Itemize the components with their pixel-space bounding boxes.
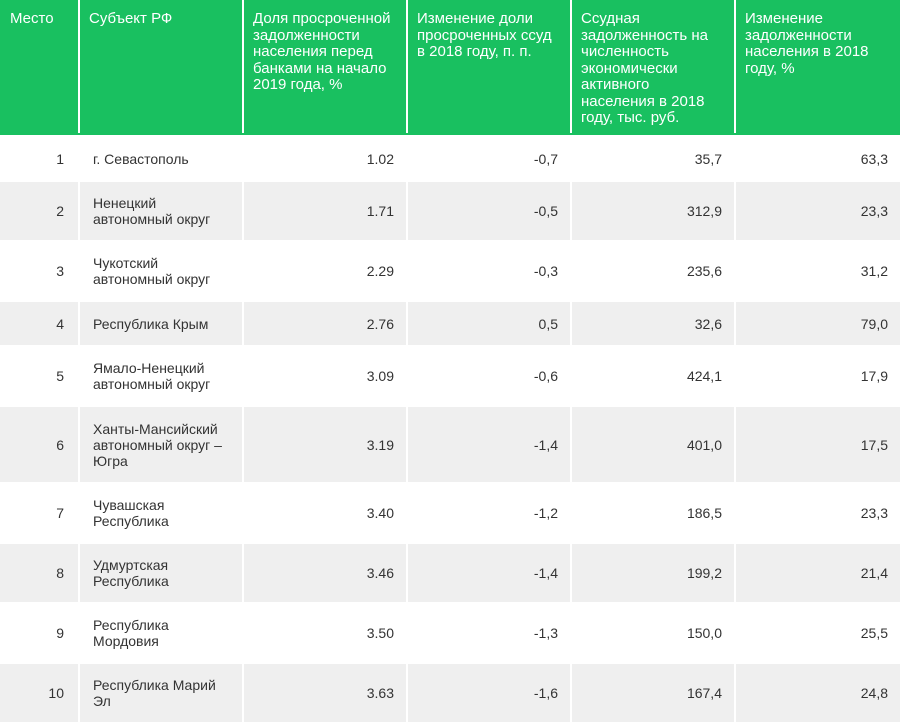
overdue-share-cell: 3.46	[244, 544, 408, 602]
rank-cell: 5	[0, 347, 80, 405]
rank-cell: 4	[0, 302, 80, 345]
table-row: 10 Республика Марий Эл 3.63 -1,6 167,4 24,8	[0, 664, 900, 724]
overdue-share-cell: 2.76	[244, 302, 408, 345]
loan-per-capita-cell: 35,7	[572, 137, 736, 180]
debt-change-cell: 17,5	[860, 436, 888, 453]
rank-cell: 3	[0, 242, 80, 300]
table-row: 2 Ненецкий автономный округ 1.71 -0,5 312,9 2…	[0, 182, 900, 242]
overdue-change-cell: -1,6	[408, 664, 572, 722]
loan-per-capita-cell: 312,9	[572, 182, 736, 240]
table-row: 3 Чукотский автономный округ 2.29 -0,3 235,6…	[0, 242, 900, 302]
overdue-share-cell: 1.71	[244, 182, 408, 240]
table-row: 8 Удмуртская Республика 3.46 -1,4 199,2 21,4	[0, 544, 900, 604]
loan-per-capita-cell: 186,5	[572, 484, 736, 542]
overdue-change-cell: -0,3	[408, 242, 572, 300]
table-row: 4 Республика Крым 2.76 0,5 32,6 79,0	[0, 302, 900, 347]
overdue-change-cell: -1,3	[408, 604, 572, 662]
debt-change-cell: 21,4	[860, 565, 888, 581]
region-cell: Чукотский автономный округ	[80, 242, 244, 300]
rank-cell: 6	[0, 407, 80, 482]
table-body: 1 г. Севастополь 1.02 -0,7 35,7 63,3 2 Ненецкий…	[0, 137, 900, 724]
debt-change-cell: 24,8	[860, 685, 888, 701]
table-row: 6 Ханты-Мансийский автономный округ – Югр…	[0, 407, 900, 484]
rank-cell: 10	[0, 664, 80, 722]
debt-change-cell: 31,2	[860, 263, 888, 279]
region-cell: Чувашская Республика	[80, 484, 244, 542]
overdue-share-cell: 2.29	[244, 242, 408, 300]
region-cell: Ямало-Ненецкий автономный округ	[80, 347, 244, 405]
rank-cell: 8	[0, 544, 80, 602]
debt-change-cell: 63,3	[860, 150, 888, 167]
rank-cell: 2	[0, 182, 80, 240]
region-cell: Удмуртская Республика	[80, 544, 244, 602]
header-debt-change: Изменение задолженности населения в 2018…	[745, 10, 869, 77]
region-cell: Республика Марий Эл	[80, 664, 244, 722]
table-row: 9 Республика Мордовия 3.50 -1,3 150,0 25,5	[0, 604, 900, 664]
region-cell: Ханты-Мансийский автономный округ – Югра	[80, 407, 244, 482]
region-cell: Ненецкий автономный округ	[80, 182, 244, 240]
loan-per-capita-cell: 150,0	[572, 604, 736, 662]
debt-change-cell: 17,9	[860, 368, 888, 384]
debt-change-cell: 25,5	[860, 625, 888, 641]
overdue-share-cell: 3.50	[244, 604, 408, 662]
debt-change-cell: 23,3	[860, 203, 888, 219]
overdue-change-cell: -0,5	[408, 182, 572, 240]
debt-change-cell: 23,3	[860, 505, 888, 521]
overdue-change-cell: -1,2	[408, 484, 572, 542]
table-header: Место Субъект РФ Доля просроченной задол…	[0, 0, 900, 137]
table-row: 7 Чувашская Республика 3.40 -1,2 186,5 23,3	[0, 484, 900, 544]
overdue-share-cell: 3.63	[244, 664, 408, 722]
overdue-share-cell: 3.19	[244, 407, 408, 482]
overdue-share-cell: 3.40	[244, 484, 408, 542]
region-cell: Республика Мордовия	[80, 604, 244, 662]
region-cell: Республика Крым	[80, 302, 244, 345]
overdue-share-cell: 1.02	[244, 137, 408, 180]
region-cell: г. Севастополь	[80, 137, 244, 180]
header-region: Субъект РФ	[80, 0, 244, 133]
loan-per-capita-cell: 424,1	[572, 347, 736, 405]
overdue-change-cell: 0,5	[408, 302, 572, 345]
header-overdue-share: Доля просроченной задолженности населени…	[244, 0, 408, 133]
header-loan-per-capita: Ссудная задолженность на численность эко…	[572, 0, 736, 133]
loan-per-capita-cell: 167,4	[572, 664, 736, 722]
table-row: 1 г. Севастополь 1.02 -0,7 35,7 63,3	[0, 137, 900, 182]
loan-per-capita-cell: 32,6	[572, 302, 736, 345]
rank-cell: 1	[0, 137, 80, 180]
overdue-change-cell: -1,4	[408, 544, 572, 602]
loan-per-capita-cell: 235,6	[572, 242, 736, 300]
header-rank: Место	[0, 0, 80, 133]
loan-per-capita-cell: 401,0	[572, 407, 736, 482]
debt-change-cell: 79,0	[860, 315, 888, 332]
overdue-change-cell: -0,6	[408, 347, 572, 405]
loan-per-capita-cell: 199,2	[572, 544, 736, 602]
rank-cell: 9	[0, 604, 80, 662]
overdue-change-cell: -0,7	[408, 137, 572, 180]
rank-cell: 7	[0, 484, 80, 542]
header-overdue-change: Изменение доли просроченных ссуд в 2018 …	[408, 0, 572, 133]
overdue-share-cell: 3.09	[244, 347, 408, 405]
table-row: 5 Ямало-Ненецкий автономный округ 3.09 -0,6…	[0, 347, 900, 407]
overdue-change-cell: -1,4	[408, 407, 572, 482]
